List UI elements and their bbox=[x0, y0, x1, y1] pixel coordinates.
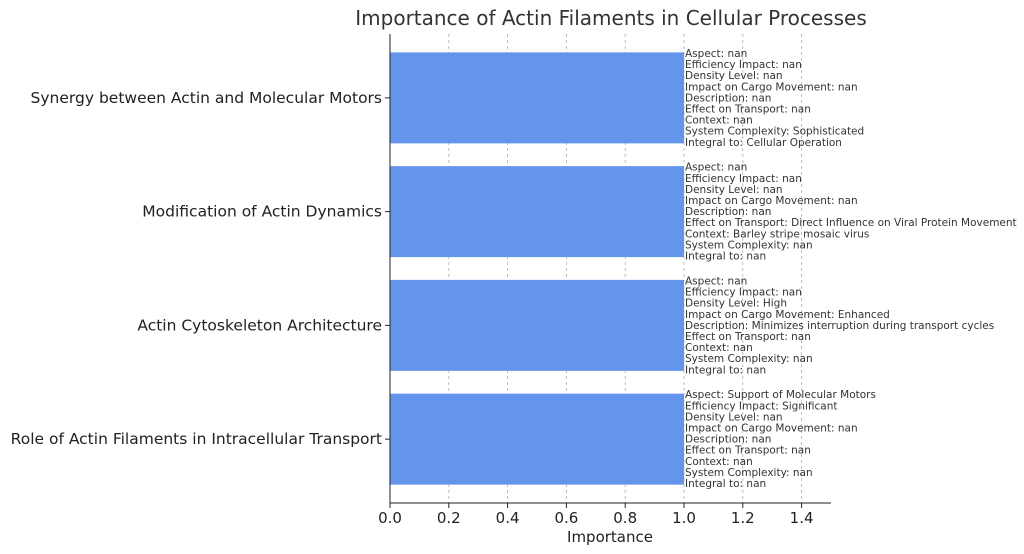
bar-annotation-line: System Complexity: nan bbox=[685, 239, 813, 251]
bar-annotation-line: Context: Barley stripe mosaic virus bbox=[685, 228, 869, 240]
x-tick-label: 0.2 bbox=[437, 509, 461, 527]
x-axis-label: Importance bbox=[567, 528, 653, 546]
bar-annotation-line: System Complexity: nan bbox=[685, 467, 813, 479]
x-ticks: 0.0 0.2 0.4 0.6 0.8 1.0 1.2 1.4 bbox=[378, 503, 814, 527]
bar-annotation-line: System Complexity: Sophisticated bbox=[685, 126, 864, 138]
bar-annotation-line: Integral to: nan bbox=[685, 364, 766, 376]
category-label: Actin Cytoskeleton Architecture bbox=[137, 316, 382, 334]
category-labels: Role of Actin Filaments in Intracellular… bbox=[11, 89, 390, 448]
bar-annotation-line: Impact on Cargo Movement: Enhanced bbox=[685, 309, 890, 321]
category-label: Synergy between Actin and Molecular Moto… bbox=[31, 89, 382, 107]
bar-annotation-line: Effect on Transport: nan bbox=[685, 331, 811, 343]
category-label: Modification of Actin Dynamics bbox=[142, 203, 382, 221]
x-tick-label: 1.0 bbox=[672, 509, 696, 527]
bar-annotation-line: Description: nan bbox=[685, 92, 771, 104]
bar bbox=[390, 393, 684, 485]
bar-annotation-line: Integral to: Cellular Operation bbox=[685, 137, 842, 149]
axes bbox=[389, 34, 831, 504]
bar-annotations: Aspect: Support of Molecular MotorsEffic… bbox=[685, 48, 1017, 490]
x-tick-label: 0.8 bbox=[613, 509, 637, 527]
bar-annotation-line: Effect on Transport: nan bbox=[685, 103, 811, 115]
bar-annotation-line: Description: nan bbox=[685, 434, 771, 446]
bar-annotation-line: Efficiency Impact: nan bbox=[685, 173, 802, 185]
bar-annotation-line: Efficiency Impact: nan bbox=[685, 59, 802, 71]
x-tick-label: 0.4 bbox=[496, 509, 520, 527]
bar-annotation-line: Context: nan bbox=[685, 115, 753, 127]
bar-annotation-line: Integral to: nan bbox=[685, 251, 766, 263]
bar bbox=[390, 166, 684, 258]
bar-annotation-line: System Complexity: nan bbox=[685, 353, 813, 365]
bar-annotation-line: Impact on Cargo Movement: nan bbox=[685, 195, 858, 207]
bar-annotation-line: Density Level: nan bbox=[685, 184, 783, 196]
bar-annotation-line: Effect on Transport: Direct Influence on… bbox=[685, 217, 1017, 229]
x-tick-label: 1.4 bbox=[790, 509, 814, 527]
x-tick-label: 1.2 bbox=[731, 509, 755, 527]
bar-annotation-line: Context: nan bbox=[685, 342, 753, 354]
bar-annotation-line: Description: nan bbox=[685, 206, 771, 218]
bar-annotation-line: Aspect: nan bbox=[685, 162, 747, 174]
bar bbox=[390, 279, 684, 371]
bar-annotation-line: Description: Minimizes interruption duri… bbox=[685, 320, 994, 332]
category-label: Role of Actin Filaments in Intracellular… bbox=[11, 430, 382, 448]
bar-annotation-line: Aspect: nan bbox=[685, 275, 747, 287]
bar-annotation-line: Density Level: High bbox=[685, 298, 787, 310]
bar-annotation-line: Aspect: Support of Molecular Motors bbox=[685, 389, 876, 401]
bar-annotation-line: Effect on Transport: nan bbox=[685, 445, 811, 457]
bar-annotation-line: Impact on Cargo Movement: nan bbox=[685, 81, 858, 93]
bar-annotation-line: Efficiency Impact: nan bbox=[685, 287, 802, 299]
x-tick-label: 0.6 bbox=[554, 509, 578, 527]
bar-annotation-line: Aspect: nan bbox=[685, 48, 747, 60]
chart-title: Importance of Actin Filaments in Cellula… bbox=[355, 6, 867, 30]
bar-annotation-line: Density Level: nan bbox=[685, 70, 783, 82]
bar-annotation-line: Efficiency Impact: Significant bbox=[685, 400, 838, 412]
bar-annotation-line: Density Level: nan bbox=[685, 411, 783, 423]
bars bbox=[390, 52, 684, 485]
bar bbox=[390, 52, 684, 144]
bar-annotation-line: Context: nan bbox=[685, 456, 753, 468]
bar-annotation-line: Impact on Cargo Movement: nan bbox=[685, 423, 858, 435]
x-tick-label: 0.0 bbox=[378, 509, 402, 527]
bar-annotation-line: Integral to: nan bbox=[685, 478, 766, 490]
